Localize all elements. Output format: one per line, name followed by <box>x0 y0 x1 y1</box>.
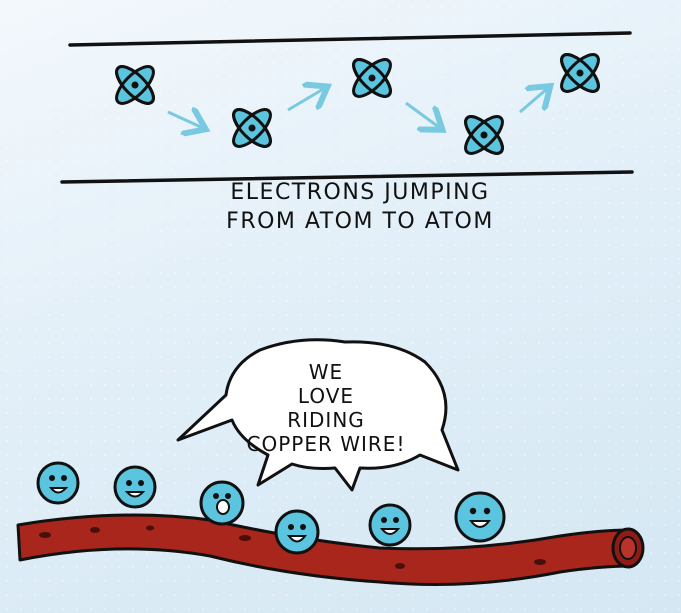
caption-line: ELECTRONS JUMPING <box>230 180 490 205</box>
atom-icon <box>109 59 161 111</box>
atom-icon <box>458 109 510 161</box>
upper-boundary-line <box>68 31 632 47</box>
electron-face-icon <box>36 461 80 505</box>
bubble-line: RIDING <box>287 408 365 432</box>
atom-icon <box>226 102 278 154</box>
atom-icon <box>346 52 398 104</box>
speech-bubble <box>176 338 460 492</box>
wire-end-inner <box>619 536 637 560</box>
bubble-line: LOVE <box>297 384 355 408</box>
jump-arrow <box>287 88 325 112</box>
speech-bubble-text: WE LOVE RIDING COPPER WIRE! <box>216 360 436 456</box>
diagram-caption: ELECTRONS JUMPING FROM ATOM TO ATOM <box>170 178 550 236</box>
lower-boundary-line <box>60 170 634 184</box>
bubble-line: COPPER WIRE! <box>246 432 406 456</box>
electron-face-icon <box>274 509 320 555</box>
wire-spots <box>39 525 546 569</box>
jump-arrow <box>519 88 548 114</box>
electron-face-icon <box>199 480 245 526</box>
jump-arrow <box>405 101 440 128</box>
electron-face-icon <box>454 491 506 543</box>
electron-face-icon <box>368 503 412 547</box>
bubble-line: WE <box>308 360 344 384</box>
atom-icon <box>554 47 606 99</box>
electron-face-icon <box>113 465 157 509</box>
caption-line: FROM ATOM TO ATOM <box>226 209 494 234</box>
jump-arrow <box>167 112 203 128</box>
copper-wire <box>16 513 634 586</box>
